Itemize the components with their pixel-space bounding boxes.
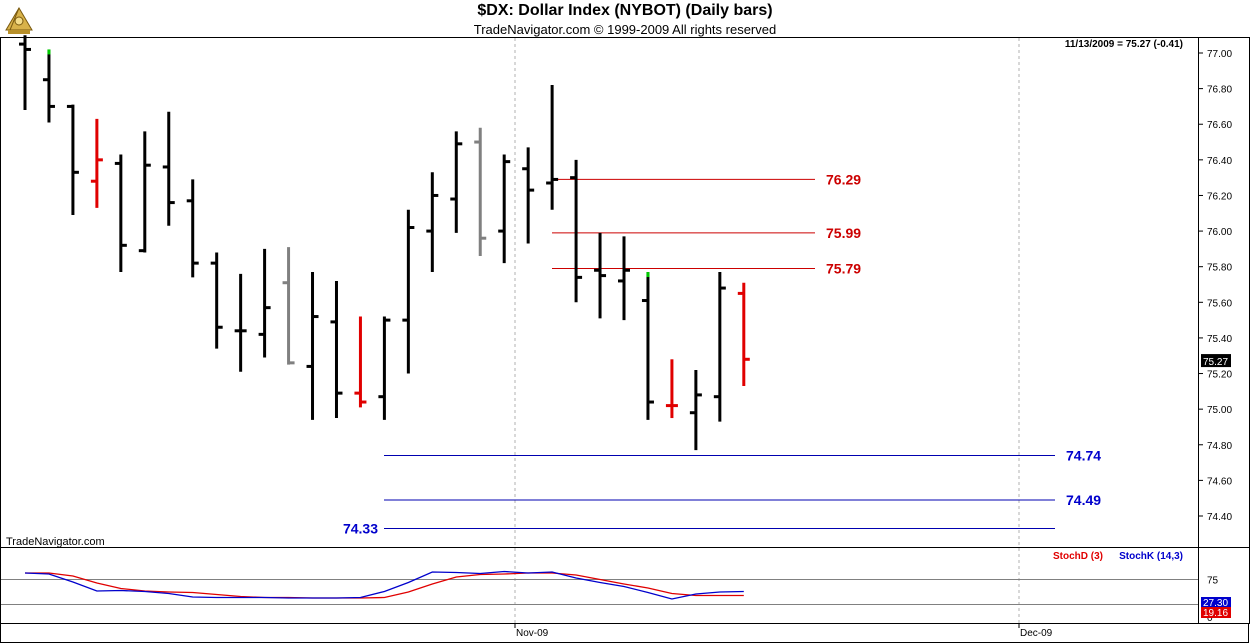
ohlc-bar [90, 118, 103, 208]
price-tick-label: 75.00 [1207, 405, 1232, 416]
ohlc-bar [594, 232, 607, 319]
level-label: 74.74 [1066, 447, 1101, 463]
ohlc-bar [641, 272, 654, 420]
stoch-last-label: 19.16 [1203, 608, 1228, 619]
price-tick-label: 74.40 [1207, 512, 1232, 523]
date-tick-label: Dec-09 [1020, 628, 1053, 639]
ohlc-bar [618, 236, 630, 321]
stoch-tick-label: 75 [1207, 576, 1219, 587]
ohlc-bar [713, 272, 726, 422]
ohlc-bar [378, 316, 391, 420]
ohlc-bar [354, 316, 367, 408]
last-price-info: 11/13/2009 = 75.27 (-0.41) [1065, 39, 1183, 50]
price-tick-label: 74.60 [1207, 476, 1232, 487]
level-label: 74.33 [343, 520, 378, 536]
date-tick-label: Nov-09 [516, 628, 549, 639]
date-axis-labels: Nov-09 Dec-09 [514, 624, 1053, 639]
ohlc-bar [474, 127, 487, 257]
ohlc-bar [186, 179, 199, 278]
ohlc-bar [19, 35, 31, 110]
price-tick-label: 77.00 [1207, 49, 1232, 60]
grid [514, 38, 1020, 623]
price-bars [19, 35, 750, 451]
stoch-last-tag [1201, 597, 1231, 608]
price-tick-label: 76.00 [1207, 227, 1232, 238]
price-tick-label: 76.20 [1207, 191, 1232, 202]
stoch-tick-label: 0 [1207, 613, 1213, 624]
price-tick-label: 76.40 [1207, 156, 1232, 167]
indicator-panel [0, 547, 1249, 624]
level-label: 74.49 [1066, 492, 1101, 508]
last-price-tag [1201, 354, 1231, 368]
ohlc-bar [306, 272, 319, 420]
level-label: 75.99 [826, 225, 861, 241]
price-tick-label: 75.80 [1207, 263, 1232, 274]
last-price-label: 75.27 [1203, 357, 1228, 368]
level-lines: 76.29 75.99 75.79 74.74 74.49 74.33 [343, 171, 1101, 536]
stoch-last-label: 27.30 [1203, 598, 1228, 609]
ohlc-bar [258, 248, 271, 358]
price-tick-label: 74.80 [1207, 441, 1232, 452]
price-tick-label: 75.60 [1207, 298, 1232, 309]
ohlc-bar [114, 154, 127, 273]
stoch-last-tag [1201, 607, 1231, 618]
ohlc-bar [498, 154, 511, 264]
level-label: 76.29 [826, 171, 861, 187]
price-axis-ticks: 77.00 76.80 76.60 76.40 76.20 76.00 75.80 75.60… [1199, 49, 1232, 523]
ohlc-bar [234, 273, 247, 372]
ohlc-bar [570, 159, 583, 303]
ohlc-bar [737, 282, 750, 387]
ohlc-bar [138, 131, 151, 253]
stochastic-lines [1, 570, 1198, 605]
sextant-icon [5, 7, 33, 34]
level-label: 75.79 [826, 260, 861, 276]
legend-stochd: StochD (3) [1053, 551, 1103, 562]
watermark: TradeNavigator.com [6, 536, 105, 548]
ohlc-bar [42, 49, 55, 123]
date-axis [0, 623, 1249, 643]
ohlc-bar [450, 131, 463, 233]
price-tick-label: 75.40 [1207, 334, 1232, 345]
ohlc-bar [330, 280, 343, 419]
ohlc-bar [282, 247, 295, 365]
ohlc-bar [402, 209, 415, 374]
ohlc-bar [546, 85, 559, 210]
ohlc-bar [522, 147, 535, 244]
legend-stochk: StochK (14,3) [1119, 551, 1183, 562]
price-tick-label: 76.60 [1207, 120, 1232, 131]
ohlc-bar [426, 172, 439, 273]
chart-title: $DX: Dollar Index (NYBOT) (Daily bars) [477, 2, 773, 19]
ohlc-bar [210, 252, 223, 349]
price-axis [1198, 37, 1250, 548]
ohlc-bar [689, 369, 702, 451]
price-tick-label: 76.80 [1207, 85, 1232, 96]
stochk-line [24, 570, 744, 600]
price-tick-label: 75.20 [1207, 370, 1232, 381]
ohlc-bar [665, 359, 678, 419]
ohlc-bar [162, 111, 175, 226]
chart-subtitle: TradeNavigator.com © 1999-2009 All right… [473, 22, 777, 37]
ohlc-bar [66, 104, 79, 216]
